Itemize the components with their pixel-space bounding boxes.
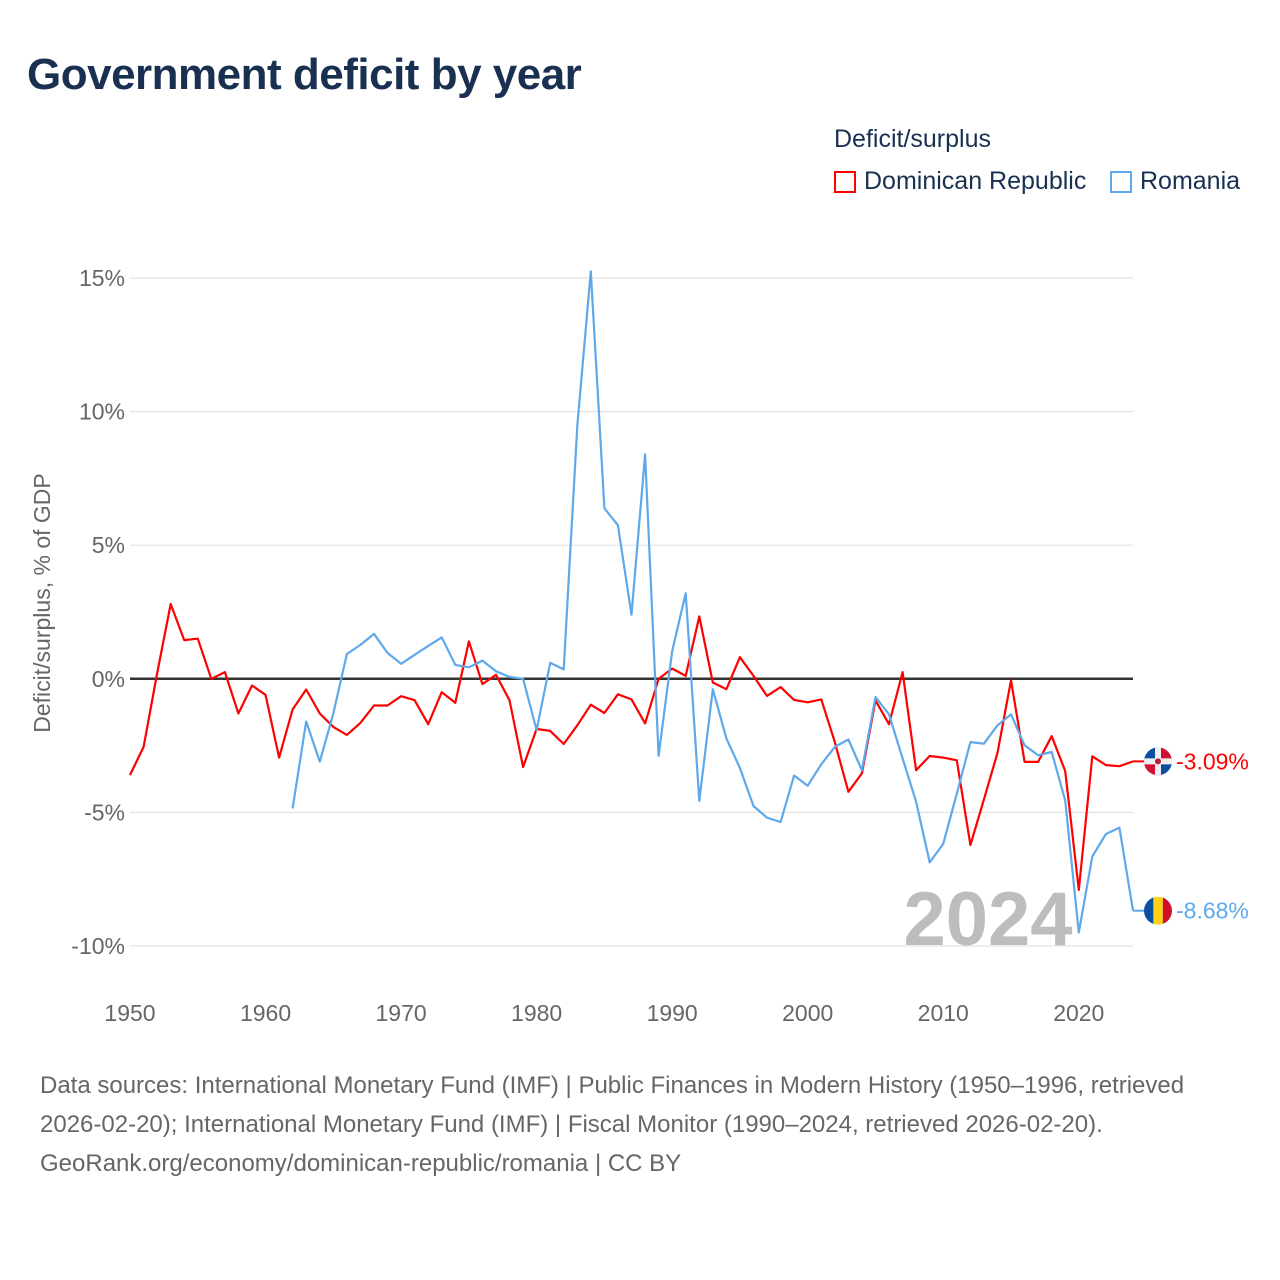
dominican-republic-flag-icon — [1144, 747, 1172, 776]
legend-item-romania[interactable]: Romania — [1110, 167, 1240, 196]
y-tick-label: -5% — [84, 799, 125, 825]
chart-title: Government deficit by year — [27, 50, 582, 99]
y-tick-label: -10% — [71, 933, 125, 959]
footer: Data sources: International Monetary Fun… — [40, 1066, 1240, 1183]
x-tick-label: 1970 — [375, 1000, 426, 1026]
end-value-label: -8.68% — [1176, 898, 1249, 924]
year-watermark: 2024 — [903, 877, 1072, 962]
x-tick-label: 2020 — [1053, 1000, 1104, 1026]
y-tick-label: 0% — [92, 666, 125, 692]
romania-flag-icon — [1144, 896, 1172, 925]
y-tick-label: 10% — [79, 399, 125, 425]
y-axis-label: Deficit/surplus, % of GDP — [29, 473, 55, 732]
legend-item-dominican-republic[interactable]: Dominican Republic — [834, 167, 1086, 196]
y-tick-label: 5% — [92, 532, 125, 558]
x-tick-label: 1990 — [647, 1000, 698, 1026]
credit-link[interactable]: GeoRank.org/economy/dominican-republic/r… — [40, 1150, 682, 1177]
x-tick-label: 2010 — [918, 1000, 969, 1026]
x-tick-label: 1980 — [511, 1000, 562, 1026]
y-tick-label: 15% — [79, 265, 125, 291]
data-sources: Data sources: International Monetary Fun… — [40, 1072, 1185, 1138]
legend-label: Romania — [1140, 167, 1241, 195]
end-value-label: -3.09% — [1176, 748, 1249, 774]
x-tick-label: 1960 — [240, 1000, 291, 1026]
line-chart: 15% 10% 5% 0% -5% -10% 1950 1960 1970 1980 1990 200… — [29, 265, 1249, 1026]
x-tick-label: 1950 — [104, 1000, 155, 1026]
series-line-dominican-republic[interactable] — [129, 602, 1134, 892]
legend-swatch-icon — [834, 170, 856, 193]
legend-label: Dominican Republic — [864, 167, 1087, 195]
legend-title: Deficit/surplus — [834, 125, 991, 153]
series-line-romania[interactable] — [291, 270, 1135, 934]
legend-swatch-icon — [1110, 170, 1132, 193]
x-tick-label: 2000 — [782, 1000, 833, 1026]
